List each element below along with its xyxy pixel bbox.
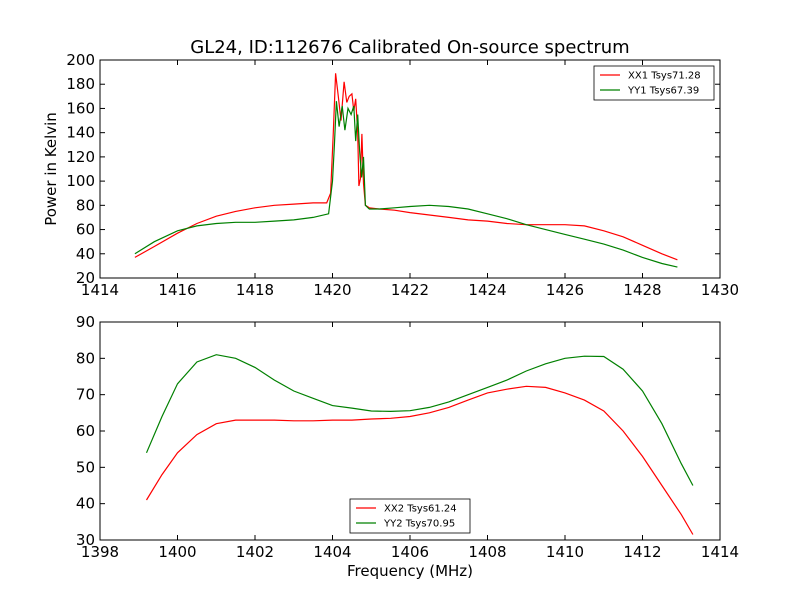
y-tick-label: 100 — [66, 172, 95, 190]
x-axis-label: Frequency (MHz) — [347, 562, 473, 580]
y-tick-label: 180 — [66, 75, 95, 93]
x-tick-label: 1430 — [701, 281, 739, 299]
y-tick-label: 80 — [76, 196, 95, 214]
x-tick-label: 1428 — [623, 281, 661, 299]
x-tick-label: 1420 — [313, 281, 351, 299]
figure-title: GL24, ID:112676 Calibrated On-source spe… — [190, 37, 629, 58]
bottom-spectrum-panel: 1398 1400 1402 1404 1406 1408 1410 1412 1414 30 40… — [76, 313, 739, 561]
legend-label: YY2 Tsys70.95 — [383, 519, 455, 530]
legend-label: XX2 Tsys61.24 — [384, 504, 457, 515]
x-tick-label: 1414 — [701, 543, 739, 561]
legend-label: XX1 Tsys71.28 — [628, 71, 701, 82]
y-tick-label: 200 — [66, 51, 95, 69]
y-tick-label: 30 — [76, 531, 95, 549]
x-tick-label: 1410 — [546, 543, 584, 561]
y-tick-label: 60 — [76, 422, 95, 440]
legend: XX1 Tsys71.28 YY1 Tsys67.39 — [593, 65, 715, 101]
y-tick-label: 120 — [66, 148, 95, 166]
x-tick-label: 1412 — [623, 543, 661, 561]
y-tick-label: 160 — [66, 99, 95, 117]
legend-box — [593, 65, 715, 101]
x-tick-label: 1400 — [158, 543, 196, 561]
x-tick-label: 1406 — [391, 543, 429, 561]
series-line-xx1 — [134, 73, 678, 261]
legend-label: YY1 Tsys67.39 — [627, 86, 699, 97]
x-tick-label: 1398 — [81, 543, 119, 561]
x-tick-label: 1408 — [468, 543, 506, 561]
y-tick-label: 60 — [76, 221, 95, 239]
x-tick-label: 1402 — [236, 543, 274, 561]
y-tick-label: 20 — [76, 269, 95, 287]
series-line-yy1 — [134, 101, 678, 268]
y-tick-label: 140 — [66, 124, 95, 142]
y-tick-label: 50 — [76, 458, 95, 476]
y-tick-label: 40 — [76, 495, 95, 513]
legend-box — [349, 498, 471, 534]
top-spectrum-panel: 1414 1416 1418 1420 1422 1424 1426 1428 1430 20 40… — [66, 51, 739, 299]
x-tick-label: 1424 — [468, 281, 506, 299]
series-line-xx2 — [145, 385, 694, 535]
series-line-yy2 — [145, 354, 694, 486]
y-tick-label: 80 — [76, 349, 95, 367]
x-tick-label: 1414 — [81, 281, 119, 299]
x-tick-label: 1416 — [158, 281, 196, 299]
x-tick-label: 1422 — [391, 281, 429, 299]
x-tick-label: 1418 — [236, 281, 274, 299]
y-tick-label: 90 — [76, 313, 95, 331]
x-tick-label: 1426 — [546, 281, 584, 299]
y-tick-label: 40 — [76, 245, 95, 263]
y-tick-label: 70 — [76, 386, 95, 404]
x-tick-label: 1404 — [313, 543, 351, 561]
legend: XX2 Tsys61.24 YY2 Tsys70.95 — [349, 498, 471, 534]
y-axis-label: Power in Kelvin — [42, 112, 60, 226]
